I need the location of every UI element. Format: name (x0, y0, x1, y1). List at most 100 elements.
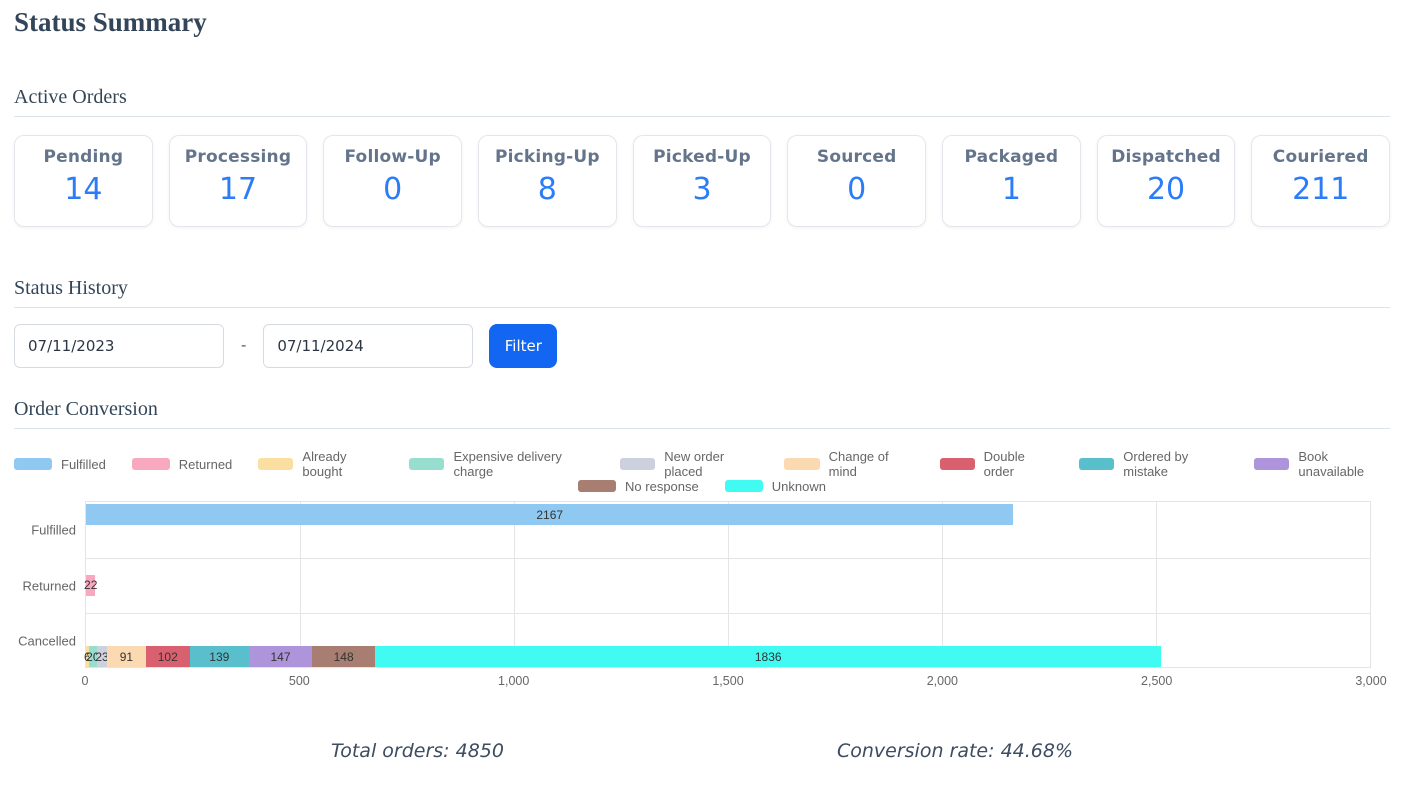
bar-value-label: 148 (333, 649, 354, 664)
card-value: 211 (1292, 172, 1350, 207)
card-packaged: Packaged 1 (942, 135, 1081, 227)
card-label: Processing (184, 147, 292, 167)
bar-segment-no-response (311, 646, 376, 668)
legend-swatch (939, 458, 975, 470)
legend-item-new-order-placed[interactable]: New order placed (620, 449, 758, 479)
legend-item-ordered-by-mistake[interactable]: Ordered by mistake (1079, 449, 1228, 479)
legend-label: Change of mind (828, 449, 889, 479)
legend-swatch (1079, 458, 1115, 470)
bar-segment-returned (86, 574, 96, 596)
legend-item-fulfilled[interactable]: Fulfilled (14, 457, 106, 472)
card-label: Sourced (816, 147, 897, 167)
legend-item-double-order[interactable]: Double order (939, 449, 1054, 479)
card-value: 3 (692, 172, 712, 207)
x-tick-label: 1,000 (498, 674, 530, 688)
card-value: 8 (537, 172, 557, 207)
card-label: Picked-Up (653, 147, 751, 167)
card-label: Picking-Up (494, 147, 600, 167)
status-summary-page: Status Summary Active Orders Pending 14 … (14, 2, 1391, 762)
legend-label: Expensive delivery charge (453, 449, 562, 479)
card-sourced: Sourced 0 (787, 135, 927, 227)
legend-item-no-response[interactable]: No response (578, 479, 699, 494)
legend-row-2: No response Unknown (14, 475, 1390, 497)
grid-line (942, 502, 943, 667)
legend-swatch (1254, 458, 1290, 470)
card-label: Couriered (1272, 147, 1369, 167)
grid-line (1156, 502, 1157, 667)
legend-label: Double order (983, 449, 1025, 479)
plot-area: Fulfilled Returned Cancelled 2167 22 6 20 23 91 1… (18, 501, 1371, 668)
bar-segment-double-order (145, 646, 190, 668)
bar-value-label: 22 (84, 578, 98, 593)
card-follow-up: Follow-Up 0 (323, 135, 463, 227)
x-tick-label: 500 (288, 674, 310, 688)
bar-segment-change-of-mind (106, 646, 146, 668)
bar-segment-ordered-by-mistake (189, 646, 250, 668)
end-date-input[interactable] (263, 324, 474, 368)
bar-segment-new-order-placed (97, 646, 107, 668)
legend-swatch (14, 458, 52, 470)
section-title-order-conversion: Order Conversion (14, 398, 1390, 429)
page-title: Status Summary (14, 7, 207, 37)
bar-segment-expensive-delivery-charge (88, 646, 98, 668)
card-value: 1 (1001, 172, 1021, 207)
bar-value-label: 1836 (754, 649, 782, 664)
conversion-rate-text: Conversion rate: 44.68% (836, 740, 1074, 762)
card-label: Packaged (964, 147, 1059, 167)
x-tick-label: 2,500 (1141, 674, 1173, 688)
bar-value-label: 23 (95, 649, 109, 664)
bar-value-label: 139 (209, 649, 230, 664)
legend-label: No response (625, 478, 699, 494)
x-tick-label: 1,500 (712, 674, 744, 688)
bar-value-label: 2167 (536, 507, 564, 522)
x-axis: 0 500 1,000 1,500 2,000 2,500 3,000 (81, 674, 1387, 694)
legend-label: Returned (178, 456, 233, 472)
card-value: 20 (1146, 172, 1186, 207)
bar-segment-already-bought (86, 646, 89, 668)
grid-line (728, 502, 729, 667)
legend-swatch (724, 480, 763, 492)
legend-item-returned[interactable]: Returned (131, 456, 233, 472)
legend-label: Ordered by mistake (1123, 449, 1189, 479)
card-dispatched: Dispatched 20 (1096, 135, 1236, 227)
card-couriered: Couriered 211 (1251, 135, 1391, 227)
legend-label: Book unavailable (1298, 449, 1365, 479)
card-processing: Processing 17 (168, 135, 308, 227)
y-axis-label: Returned (22, 578, 76, 593)
date-range-separator: - (241, 337, 247, 354)
chart-legend: Fulfilled Returned Already bought Expens… (14, 449, 1390, 497)
grid-line (300, 502, 301, 667)
x-tick-label: 3,000 (1355, 674, 1387, 688)
total-orders-text: Total orders: 4850 (330, 740, 504, 762)
card-value: 17 (218, 172, 258, 207)
bar-segment-book-unavailable (249, 646, 312, 668)
y-axis-label: Cancelled (18, 633, 76, 649)
legend-swatch (578, 480, 617, 492)
legend-row-1: Fulfilled Returned Already bought Expens… (14, 449, 1390, 479)
legend-item-unknown[interactable]: Unknown (724, 479, 826, 494)
filter-button[interactable]: Filter (489, 324, 558, 368)
bar-value-label: 147 (270, 649, 291, 664)
legend-item-expensive-delivery-charge[interactable]: Expensive delivery charge (409, 449, 594, 479)
legend-item-change-of-mind[interactable]: Change of mind (784, 449, 913, 479)
card-value: 0 (383, 172, 403, 207)
card-label: Follow-Up (344, 147, 441, 167)
legend-item-already-bought[interactable]: Already bought (258, 449, 383, 479)
legend-item-book-unavailable[interactable]: Book unavailable (1254, 449, 1390, 479)
card-label: Dispatched (1111, 147, 1221, 167)
x-tick-label: 2,000 (926, 674, 958, 688)
legend-label: New order placed (664, 449, 725, 479)
x-tick-label: 0 (81, 674, 89, 688)
card-label: Pending (43, 147, 124, 167)
y-axis-label: Fulfilled (31, 522, 76, 538)
bar-segment-unknown (375, 646, 1162, 668)
bar-value-label: 91 (119, 649, 134, 664)
card-value: 14 (64, 172, 103, 207)
card-pending: Pending 14 (14, 135, 153, 227)
order-conversion-chart: Fulfilled Returned Cancelled 2167 22 6 20 23 91 1… (14, 501, 1390, 694)
start-date-input[interactable] (14, 324, 224, 368)
card-value: 0 (847, 172, 867, 207)
active-orders-cards: Pending 14 Processing 17 Follow-Up 0 Pic… (14, 135, 1391, 227)
totals-row: Total orders: 4850 Conversion rate: 44.6… (14, 740, 1390, 762)
legend-swatch (131, 458, 170, 470)
